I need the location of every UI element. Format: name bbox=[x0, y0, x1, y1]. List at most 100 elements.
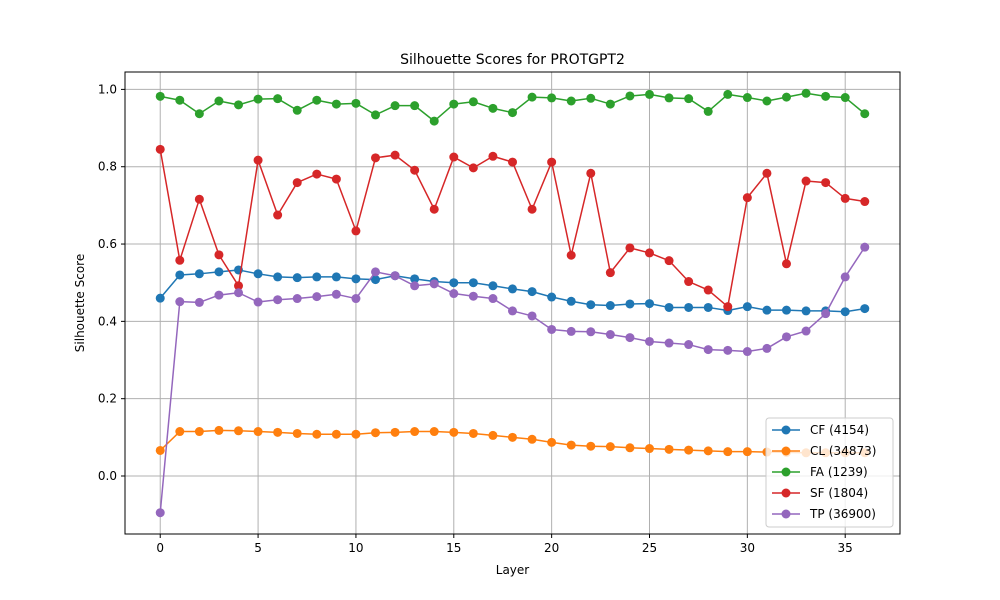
data-point bbox=[194, 269, 204, 279]
data-point bbox=[488, 430, 498, 440]
data-point bbox=[801, 88, 811, 98]
data-point bbox=[449, 289, 459, 299]
data-point bbox=[566, 440, 576, 450]
data-point bbox=[488, 103, 498, 113]
legend-entry: SF (1804) bbox=[772, 486, 868, 500]
data-point bbox=[527, 311, 537, 321]
data-point bbox=[429, 116, 439, 126]
data-point bbox=[547, 324, 557, 334]
legend-label: TP (36900) bbox=[809, 507, 876, 521]
data-point bbox=[449, 427, 459, 437]
data-point bbox=[175, 95, 185, 105]
data-point bbox=[351, 226, 361, 236]
data-point bbox=[527, 434, 537, 444]
legend-marker bbox=[781, 425, 791, 435]
plot-frame bbox=[124, 71, 901, 535]
data-point bbox=[351, 429, 361, 439]
data-point bbox=[586, 327, 596, 337]
data-point bbox=[155, 293, 165, 303]
x-tick-label: 30 bbox=[740, 541, 755, 555]
data-point bbox=[723, 345, 733, 355]
data-point bbox=[371, 275, 381, 285]
y-tick-label: 0.2 bbox=[98, 392, 117, 406]
data-point bbox=[644, 299, 654, 309]
data-point bbox=[547, 292, 557, 302]
data-point bbox=[586, 168, 596, 178]
data-point bbox=[801, 176, 811, 186]
data-point bbox=[488, 281, 498, 291]
data-point bbox=[781, 259, 791, 269]
data-point bbox=[194, 109, 204, 119]
data-point bbox=[468, 97, 478, 107]
x-tick-label: 25 bbox=[642, 541, 657, 555]
data-point bbox=[821, 178, 831, 188]
data-point bbox=[605, 99, 615, 109]
data-point bbox=[566, 296, 576, 306]
data-point bbox=[664, 256, 674, 266]
data-point bbox=[860, 242, 870, 252]
data-point bbox=[781, 332, 791, 342]
x-tick-label: 10 bbox=[348, 541, 363, 555]
legend-box bbox=[765, 417, 894, 528]
legend-entry: TP (36900) bbox=[772, 507, 876, 521]
series-sf bbox=[155, 144, 870, 312]
legend-marker bbox=[781, 509, 791, 519]
data-point bbox=[840, 272, 850, 282]
data-point bbox=[253, 427, 263, 437]
legend-label: CL (34873) bbox=[810, 444, 876, 458]
data-point bbox=[508, 284, 517, 294]
data-point bbox=[488, 294, 498, 304]
data-point bbox=[331, 174, 341, 184]
data-point bbox=[410, 427, 420, 437]
data-point bbox=[214, 96, 224, 106]
data-point bbox=[371, 153, 381, 163]
data-point bbox=[742, 447, 752, 457]
data-point bbox=[468, 278, 478, 288]
data-point bbox=[175, 270, 185, 280]
data-point bbox=[644, 336, 654, 346]
legend-marker bbox=[781, 446, 791, 456]
data-point bbox=[331, 289, 341, 299]
chart-title: Silhouette Scores for PROTGPT2 bbox=[400, 52, 625, 68]
data-point bbox=[292, 178, 302, 188]
data-point bbox=[488, 151, 498, 161]
data-point bbox=[742, 347, 752, 357]
data-point bbox=[508, 306, 517, 316]
data-point bbox=[821, 309, 831, 319]
data-point bbox=[703, 446, 713, 456]
data-point bbox=[684, 94, 694, 104]
data-point bbox=[840, 307, 850, 317]
legend-label: FA (1239) bbox=[810, 465, 868, 479]
data-point bbox=[331, 99, 341, 109]
data-point bbox=[468, 428, 478, 438]
data-point bbox=[781, 92, 791, 102]
data-point bbox=[155, 445, 165, 455]
data-point bbox=[155, 508, 165, 518]
data-point bbox=[214, 425, 224, 435]
data-point bbox=[644, 248, 654, 258]
y-tick-label: 0.6 bbox=[98, 237, 117, 251]
data-point bbox=[371, 428, 381, 438]
legend-entry: CF (4154) bbox=[772, 423, 869, 437]
data-point bbox=[273, 210, 283, 220]
data-point bbox=[664, 302, 674, 312]
data-point bbox=[410, 101, 420, 111]
data-point bbox=[762, 168, 772, 178]
data-point bbox=[234, 426, 244, 436]
data-point bbox=[508, 157, 517, 167]
legend-marker bbox=[781, 488, 791, 498]
axis-ticks: 0 5 10 15 20 25 30 35 0.0 0.2 0.4 0.6 0.8 1.0 bbox=[98, 82, 853, 555]
data-point bbox=[566, 250, 576, 260]
x-tick-label: 35 bbox=[838, 541, 853, 555]
data-point bbox=[331, 272, 341, 282]
data-point bbox=[723, 447, 733, 457]
data-point bbox=[410, 274, 420, 284]
x-tick-label: 15 bbox=[446, 541, 461, 555]
y-tick-label: 0.8 bbox=[98, 160, 117, 174]
data-point bbox=[586, 441, 596, 451]
data-point bbox=[684, 340, 694, 350]
data-point bbox=[801, 306, 811, 316]
data-point bbox=[723, 89, 733, 99]
